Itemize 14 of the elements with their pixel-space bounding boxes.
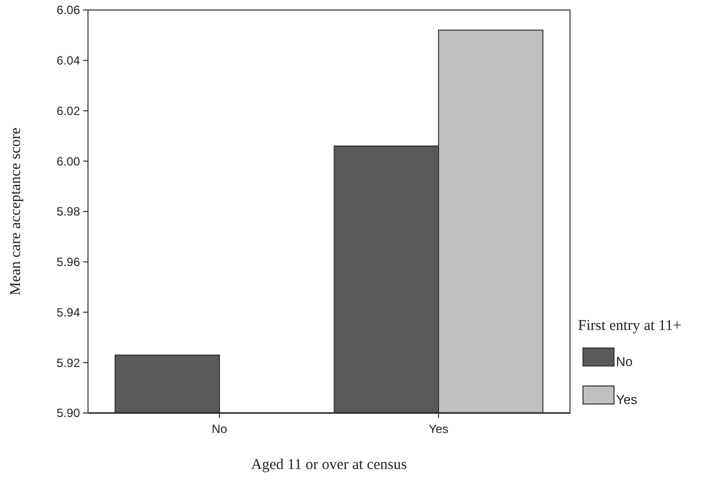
x-axis-title: Aged 11 or over at census [251, 457, 407, 473]
y-tick-label: 5.94 [56, 305, 80, 320]
legend-title: First entry at 11+ [578, 318, 682, 334]
y-tick-label: 5.92 [56, 356, 80, 370]
y-tick-label: 6.00 [56, 154, 80, 168]
legend-label: No [616, 354, 633, 369]
legend-label: Yes [616, 392, 638, 407]
y-tick-label: 5.96 [56, 255, 80, 270]
y-tick-label: 6.06 [56, 3, 80, 18]
y-tick-label: 6.04 [56, 54, 80, 68]
y-tick-label: 6.02 [56, 104, 80, 118]
y-tick-label: 5.98 [56, 204, 80, 219]
y-tick-label: 5.90 [56, 406, 80, 420]
y-axis-title: Mean care acceptance score [8, 127, 24, 296]
